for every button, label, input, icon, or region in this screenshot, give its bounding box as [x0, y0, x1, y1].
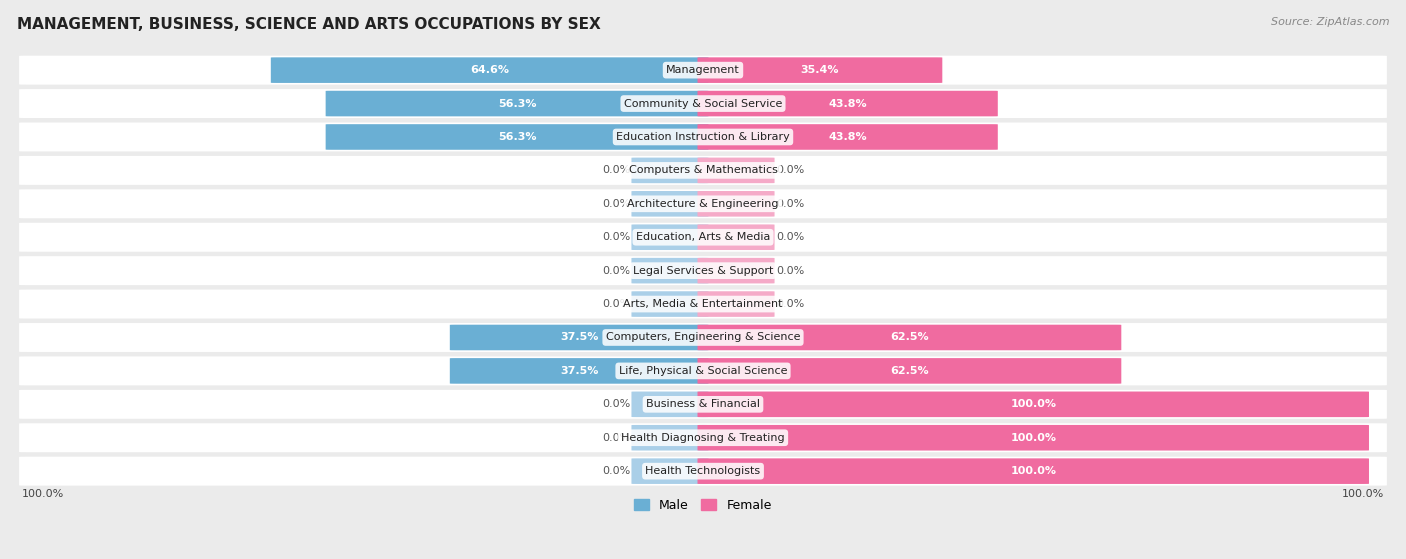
Text: Arts, Media & Entertainment: Arts, Media & Entertainment [623, 299, 783, 309]
Text: 100.0%: 100.0% [1011, 433, 1056, 443]
Text: 0.0%: 0.0% [602, 232, 630, 242]
FancyBboxPatch shape [697, 358, 1122, 383]
Text: Education Instruction & Library: Education Instruction & Library [616, 132, 790, 142]
Text: 37.5%: 37.5% [560, 333, 599, 343]
FancyBboxPatch shape [631, 224, 709, 250]
FancyBboxPatch shape [631, 158, 709, 183]
Text: 43.8%: 43.8% [828, 132, 868, 142]
FancyBboxPatch shape [20, 256, 1386, 285]
FancyBboxPatch shape [20, 457, 1386, 486]
Text: Management: Management [666, 65, 740, 75]
FancyBboxPatch shape [20, 290, 1386, 319]
Text: 0.0%: 0.0% [602, 199, 630, 209]
FancyBboxPatch shape [20, 423, 1386, 452]
Text: Computers, Engineering & Science: Computers, Engineering & Science [606, 333, 800, 343]
FancyBboxPatch shape [631, 425, 709, 451]
Text: Source: ZipAtlas.com: Source: ZipAtlas.com [1271, 17, 1389, 27]
Text: 56.3%: 56.3% [498, 98, 536, 108]
Text: 100.0%: 100.0% [1341, 490, 1384, 500]
Text: Computers & Mathematics: Computers & Mathematics [628, 165, 778, 176]
FancyBboxPatch shape [20, 323, 1386, 352]
FancyBboxPatch shape [20, 156, 1386, 185]
Text: 0.0%: 0.0% [602, 466, 630, 476]
Text: 0.0%: 0.0% [776, 232, 804, 242]
FancyBboxPatch shape [631, 191, 709, 216]
Text: 62.5%: 62.5% [890, 333, 929, 343]
FancyBboxPatch shape [20, 190, 1386, 218]
FancyBboxPatch shape [20, 89, 1386, 118]
Text: Education, Arts & Media: Education, Arts & Media [636, 232, 770, 242]
FancyBboxPatch shape [697, 325, 1122, 350]
FancyBboxPatch shape [450, 325, 709, 350]
FancyBboxPatch shape [697, 124, 998, 150]
Text: 0.0%: 0.0% [602, 433, 630, 443]
Text: 0.0%: 0.0% [602, 266, 630, 276]
FancyBboxPatch shape [20, 390, 1386, 419]
FancyBboxPatch shape [697, 391, 1369, 417]
FancyBboxPatch shape [697, 158, 775, 183]
Text: 56.3%: 56.3% [498, 132, 536, 142]
Text: 0.0%: 0.0% [602, 399, 630, 409]
Text: Health Diagnosing & Treating: Health Diagnosing & Treating [621, 433, 785, 443]
FancyBboxPatch shape [20, 357, 1386, 385]
Text: Legal Services & Support: Legal Services & Support [633, 266, 773, 276]
FancyBboxPatch shape [20, 223, 1386, 252]
FancyBboxPatch shape [697, 224, 775, 250]
Text: Architecture & Engineering: Architecture & Engineering [627, 199, 779, 209]
Text: 0.0%: 0.0% [602, 299, 630, 309]
Text: 64.6%: 64.6% [470, 65, 509, 75]
FancyBboxPatch shape [450, 358, 709, 383]
Text: 100.0%: 100.0% [1011, 399, 1056, 409]
Text: 43.8%: 43.8% [828, 98, 868, 108]
Text: Life, Physical & Social Science: Life, Physical & Social Science [619, 366, 787, 376]
FancyBboxPatch shape [697, 458, 1369, 484]
FancyBboxPatch shape [20, 122, 1386, 151]
Text: 62.5%: 62.5% [890, 366, 929, 376]
FancyBboxPatch shape [697, 58, 942, 83]
FancyBboxPatch shape [697, 291, 775, 317]
Text: 0.0%: 0.0% [776, 266, 804, 276]
Text: 100.0%: 100.0% [1011, 466, 1056, 476]
Text: 37.5%: 37.5% [560, 366, 599, 376]
FancyBboxPatch shape [631, 391, 709, 417]
Text: 0.0%: 0.0% [602, 165, 630, 176]
FancyBboxPatch shape [697, 425, 1369, 451]
Text: Health Technologists: Health Technologists [645, 466, 761, 476]
FancyBboxPatch shape [631, 258, 709, 283]
FancyBboxPatch shape [631, 458, 709, 484]
FancyBboxPatch shape [326, 91, 709, 116]
Text: Community & Social Service: Community & Social Service [624, 98, 782, 108]
Text: 0.0%: 0.0% [776, 299, 804, 309]
FancyBboxPatch shape [697, 91, 998, 116]
FancyBboxPatch shape [20, 56, 1386, 84]
FancyBboxPatch shape [326, 124, 709, 150]
FancyBboxPatch shape [697, 258, 775, 283]
Text: MANAGEMENT, BUSINESS, SCIENCE AND ARTS OCCUPATIONS BY SEX: MANAGEMENT, BUSINESS, SCIENCE AND ARTS O… [17, 17, 600, 32]
Text: 35.4%: 35.4% [800, 65, 839, 75]
Text: 0.0%: 0.0% [776, 165, 804, 176]
FancyBboxPatch shape [631, 291, 709, 317]
Legend: Male, Female: Male, Female [630, 494, 776, 517]
Text: 0.0%: 0.0% [776, 199, 804, 209]
Text: Business & Financial: Business & Financial [645, 399, 761, 409]
Text: 100.0%: 100.0% [22, 490, 65, 500]
FancyBboxPatch shape [697, 191, 775, 216]
FancyBboxPatch shape [271, 58, 709, 83]
